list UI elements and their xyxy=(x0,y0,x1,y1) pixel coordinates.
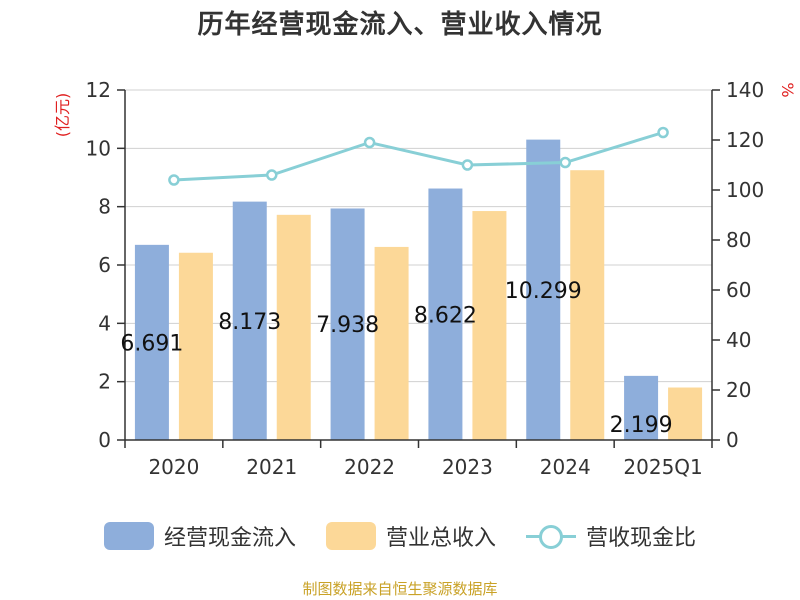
y-left-tick-label: 6 xyxy=(98,253,111,277)
data-label: 8.622 xyxy=(414,303,477,328)
legend: 经营现金流入 营业总收入 营收现金比 xyxy=(0,516,800,556)
bar-cash-inflow xyxy=(232,201,267,440)
legend-item-ratio[interactable]: 营收现金比 xyxy=(526,520,696,552)
y-right-tick-label: 120 xyxy=(726,128,764,152)
bar-cash-inflow xyxy=(134,244,169,440)
bar-revenue xyxy=(374,246,409,440)
legend-swatch-revenue xyxy=(325,522,376,550)
bar-cash-inflow xyxy=(330,208,365,440)
legend-item-cash-inflow[interactable]: 经营现金流入 xyxy=(103,520,296,552)
data-label: 6.691 xyxy=(120,331,183,356)
bar-layer xyxy=(134,139,703,441)
bar-revenue xyxy=(276,214,311,440)
x-tick-label: 2025Q1 xyxy=(623,455,702,479)
chart-title: 历年经营现金流入、营业收入情况 xyxy=(197,10,603,40)
bar-cash-inflow xyxy=(526,139,561,441)
legend-label-ratio: 营收现金比 xyxy=(586,526,697,551)
y-left-tick-label: 10 xyxy=(86,136,111,160)
x-tick-label: 2023 xyxy=(442,455,493,479)
legend-item-revenue[interactable]: 营业总收入 xyxy=(325,520,496,552)
y-right-tick-label: 0 xyxy=(726,428,739,452)
ratio-point xyxy=(363,136,376,149)
y-right-tick-label: 20 xyxy=(726,378,751,402)
y-left-tick-label: 2 xyxy=(98,370,111,394)
bar-revenue xyxy=(570,170,605,441)
x-tick-label: 2020 xyxy=(148,455,199,479)
y-left-tick-label: 4 xyxy=(98,311,111,335)
legend-label-cash-inflow: 经营现金流入 xyxy=(163,526,296,551)
y-left-tick-label: 0 xyxy=(98,428,111,452)
ratio-line xyxy=(173,131,664,182)
y-right-tick-label: 80 xyxy=(726,228,751,252)
bar-cash-inflow xyxy=(428,188,463,440)
source-note: 制图数据来自恒生聚源数据库 xyxy=(302,580,498,598)
bar-cash-inflow xyxy=(624,375,659,440)
bar-revenue xyxy=(178,252,213,440)
data-label: 10.299 xyxy=(505,279,582,304)
grid-layer xyxy=(125,89,712,441)
ratio-point xyxy=(559,156,571,169)
y-left-tick-label: 8 xyxy=(98,195,111,219)
ratio-point xyxy=(266,169,278,181)
bar-revenue xyxy=(668,387,703,440)
y-right-tick-label: 60 xyxy=(726,278,751,302)
ratio-point xyxy=(168,174,180,186)
y-right-tick-label: 40 xyxy=(726,328,751,352)
y-right-unit: % xyxy=(778,82,797,97)
y-right-tick-label: 140 xyxy=(726,78,764,102)
bar-revenue xyxy=(472,211,507,440)
ratio-point xyxy=(461,159,474,171)
x-tick-label: 2022 xyxy=(344,455,395,479)
x-tick-label: 2021 xyxy=(246,455,297,479)
data-label: 7.938 xyxy=(316,313,379,338)
data-label: 8.173 xyxy=(218,310,281,335)
ratio-point xyxy=(657,126,669,139)
y-right-tick-label: 100 xyxy=(726,178,764,202)
x-tick-label: 2024 xyxy=(540,455,591,479)
y-left-tick-label: 12 xyxy=(86,78,111,102)
legend-label-revenue: 营业总收入 xyxy=(385,526,496,551)
legend-swatch-ratio xyxy=(526,522,576,550)
data-label: 2.199 xyxy=(610,413,673,438)
y-left-unit: (亿元) xyxy=(53,93,72,138)
label-layer: 6.691 8.173 7.938 8.622 10.299 2.199 xyxy=(120,279,672,438)
line-layer xyxy=(168,126,669,186)
legend-swatch-cash-inflow xyxy=(103,522,154,550)
